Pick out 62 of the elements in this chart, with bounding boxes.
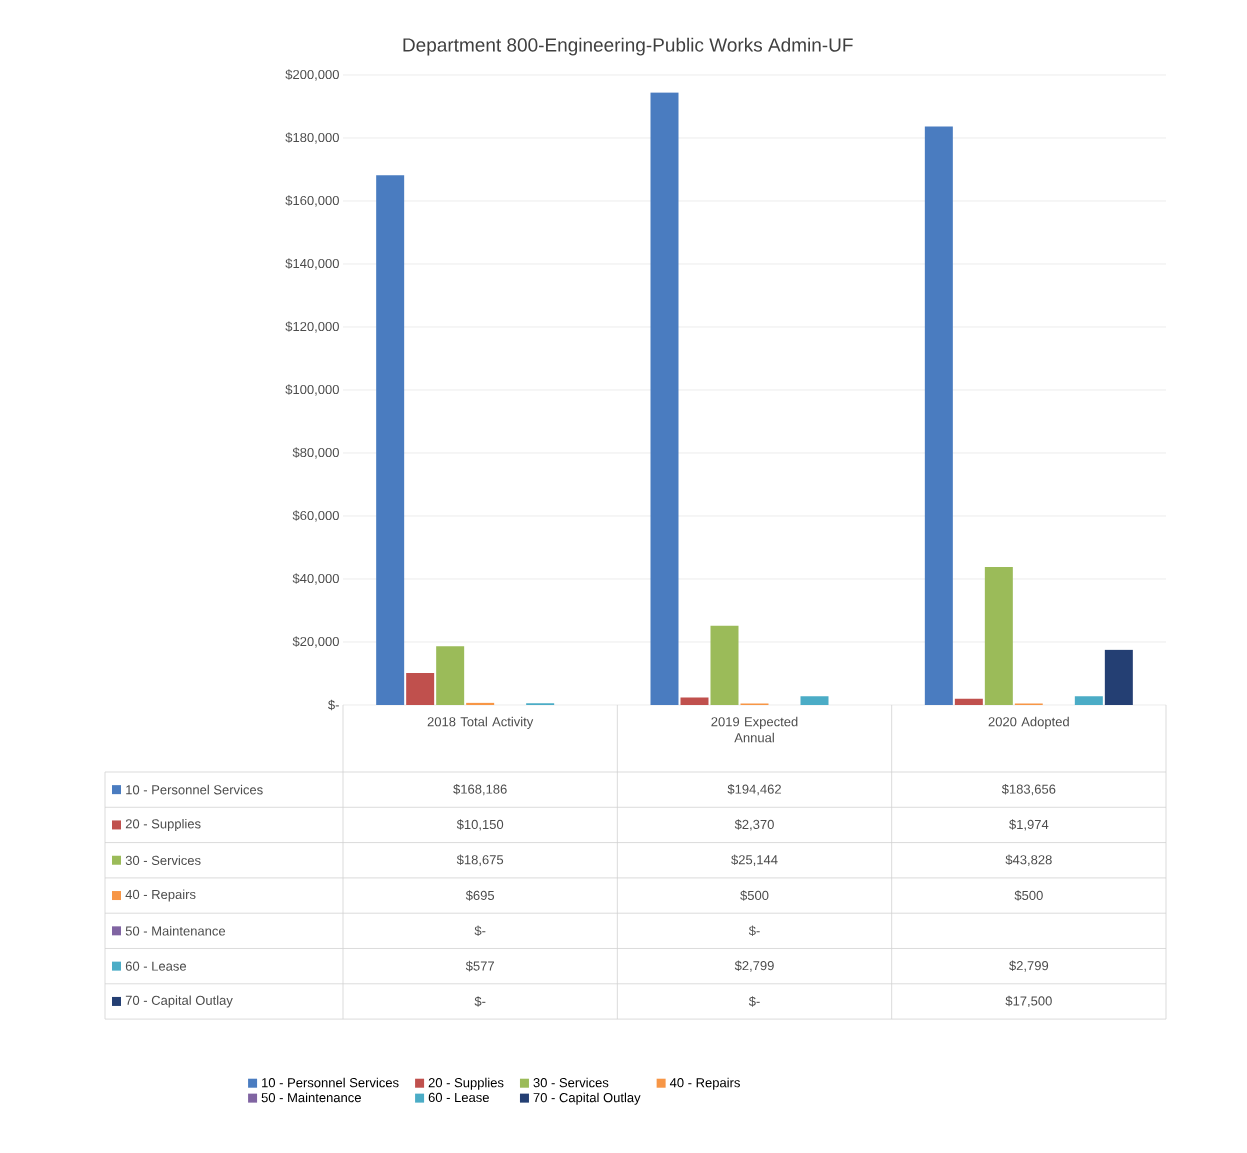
bar [436, 646, 465, 705]
data-label: $- [474, 925, 486, 937]
y-tick-label: $60,000 [292, 510, 339, 522]
text: 40 - Repairs [669, 1077, 740, 1090]
y-tick-label: $100,000 [285, 384, 339, 396]
bar [954, 698, 983, 705]
y-tick-label: $200,000 [285, 69, 339, 81]
data-label: $500 [1014, 890, 1043, 901]
data-label: $695 [465, 890, 495, 901]
bar [924, 126, 953, 705]
x-tick-label: 2019 Expected Annual [711, 716, 798, 743]
text: 10 - Personnel Services [262, 1077, 399, 1088]
y-tick-label: $140,000 [285, 258, 339, 270]
data-label: $- [748, 996, 760, 1007]
bar [984, 566, 1013, 705]
text: 20 - Supplies [428, 1077, 504, 1090]
data-label: $2,799 [1009, 960, 1049, 972]
data-label: $2,799 [734, 960, 774, 972]
data-label: $577 [465, 960, 494, 972]
data-label: $25,144 [731, 854, 778, 866]
text: 70 - Capital Outlay [125, 995, 233, 1008]
bar [800, 696, 829, 705]
data-label: $500 [740, 890, 769, 901]
data-label: $18,675 [456, 854, 504, 866]
bar [376, 175, 405, 705]
legend-label: 60 - Lease [428, 1092, 489, 1103]
chart-title: Department 800-Engineering-Public Works Admin-UF [403, 37, 853, 56]
data-label: $17,500 [1005, 995, 1052, 1008]
legend-label: 40 - Repairs [125, 889, 196, 902]
y-tick-label: $80,000 [292, 447, 339, 459]
text: 30 - Services [533, 1077, 609, 1088]
legend-label: 50 - Maintenance [261, 1092, 361, 1103]
x-tick-label: 2020 Adopted [988, 716, 1069, 729]
legend-label: 20 - Supplies [125, 818, 201, 831]
data-label: $168,186 [453, 783, 507, 796]
bar [710, 625, 739, 705]
data-label: $2,370 [734, 819, 774, 831]
bar [650, 92, 679, 705]
y-tick-label: $40,000 [292, 573, 339, 585]
x-tick-label: 2018 Total Activity [427, 716, 534, 729]
text: 60 - Lease [125, 961, 187, 971]
data-label: $43,828 [1005, 854, 1052, 866]
text: 50 - Maintenance [125, 926, 226, 936]
y-tick-label: $160,000 [285, 195, 339, 207]
legend-label: 70 - Capital Outlay [533, 1092, 641, 1105]
bar [1104, 649, 1133, 705]
data-label: $183,656 [1001, 783, 1056, 796]
bar [1074, 696, 1103, 705]
data-label: $- [474, 996, 486, 1007]
legend-label: 10 - Personnel Services [126, 784, 263, 795]
data-label: $194,462 [727, 783, 781, 796]
bar [680, 697, 709, 705]
data-label: $10,150 [456, 819, 504, 831]
bar [406, 673, 435, 705]
y-tick-label: $20,000 [292, 636, 339, 648]
y-tick-label: $120,000 [285, 321, 339, 333]
bar [466, 702, 495, 705]
y-tick-label: $- [328, 699, 339, 711]
y-tick-label: $180,000 [285, 132, 339, 144]
data-label: $1,974 [1009, 819, 1049, 831]
data-label: $- [748, 925, 760, 937]
legend-label: 30 - Services [125, 855, 201, 866]
